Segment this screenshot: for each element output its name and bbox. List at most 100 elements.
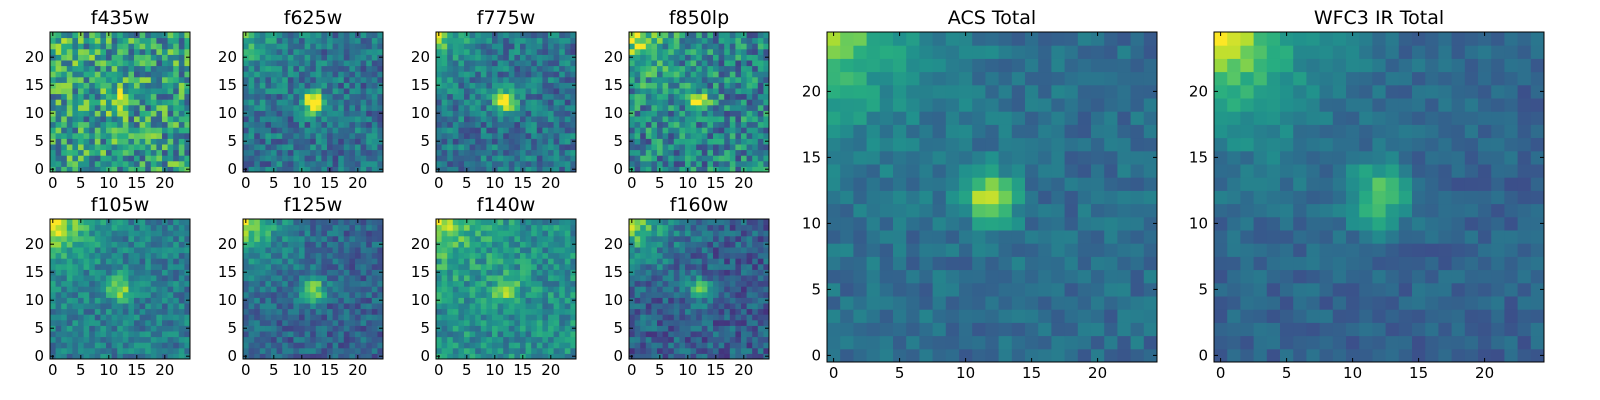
- heatmap-cell: [338, 241, 345, 248]
- heatmap-cell: [327, 149, 334, 156]
- heatmap-cell: [464, 71, 471, 78]
- heatmap-cell: [377, 275, 384, 282]
- heatmap-cell: [520, 54, 527, 61]
- heatmap-cell: [50, 235, 57, 242]
- heatmap-cell: [156, 60, 163, 67]
- heatmap-cell: [469, 160, 476, 167]
- heatmap-cell: [145, 230, 152, 237]
- heatmap-cell: [629, 127, 636, 134]
- heatmap-cell: [548, 65, 555, 72]
- heatmap-cell: [310, 110, 317, 117]
- heatmap-cell: [276, 65, 283, 72]
- heatmap-cell: [259, 308, 266, 315]
- heatmap-cell: [718, 297, 725, 304]
- heatmap-cell: [178, 258, 185, 265]
- heatmap-cell: [293, 76, 300, 83]
- heatmap-cell: [497, 76, 504, 83]
- heatmap-cell: [66, 347, 73, 354]
- heatmap-cell: [763, 93, 770, 100]
- heatmap-cell: [360, 93, 367, 100]
- heatmap-cell: [173, 331, 180, 338]
- heatmap-cell: [553, 347, 560, 354]
- heatmap-cell: [458, 331, 465, 338]
- heatmap-cell: [679, 325, 686, 332]
- heatmap-cell: [729, 353, 736, 360]
- heatmap-cell: [338, 65, 345, 72]
- heatmap-cell: [343, 54, 350, 61]
- heatmap-cell: [78, 71, 85, 78]
- heatmap-cell: [475, 342, 482, 349]
- heatmap-cell: [486, 155, 493, 162]
- heatmap-cell: [525, 319, 532, 326]
- heatmap-cell: [265, 219, 272, 226]
- heatmap-cell: [752, 297, 759, 304]
- heatmap-cell: [668, 121, 675, 128]
- heatmap-cell: [61, 132, 68, 139]
- heatmap-cell: [746, 297, 753, 304]
- heatmap-cell: [441, 252, 448, 259]
- heatmap-cell: [645, 116, 652, 123]
- heatmap-cell: [66, 219, 73, 226]
- heatmap-cell: [377, 263, 384, 270]
- heatmap-cell: [724, 291, 731, 298]
- heatmap-cell: [520, 132, 527, 139]
- heatmap-cell: [287, 99, 294, 106]
- heatmap-cell: [83, 166, 90, 173]
- heatmap-cell: [243, 132, 250, 139]
- heatmap-cell: [469, 331, 476, 338]
- heatmap-cell: [757, 116, 764, 123]
- heatmap-cell: [293, 331, 300, 338]
- heatmap-cell: [497, 48, 504, 55]
- heatmap-cell: [713, 144, 720, 151]
- heatmap-cell: [548, 144, 555, 151]
- heatmap-cell: [276, 325, 283, 332]
- heatmap-cell: [469, 258, 476, 265]
- heatmap-cell: [156, 314, 163, 321]
- heatmap-cell: [259, 269, 266, 276]
- heatmap-cell: [106, 116, 113, 123]
- heatmap-cell: [520, 336, 527, 343]
- heatmap-cell: [338, 308, 345, 315]
- heatmap-cell: [128, 331, 135, 338]
- heatmap-cell: [441, 166, 448, 173]
- heatmap-cell: [66, 155, 73, 162]
- heatmap-cell: [293, 43, 300, 50]
- heatmap-cell: [436, 88, 443, 95]
- heatmap-cell: [178, 37, 185, 44]
- heatmap-cell: [55, 336, 62, 343]
- heatmap-cell: [332, 149, 339, 156]
- heatmap-cell: [570, 149, 577, 156]
- heatmap-cell: [746, 308, 753, 315]
- heatmap-cell: [55, 88, 62, 95]
- heatmap-cell: [276, 219, 283, 226]
- heatmap-cell: [89, 160, 96, 167]
- heatmap-cell: [338, 99, 345, 106]
- heatmap-cell: [469, 71, 476, 78]
- heatmap-cell: [685, 48, 692, 55]
- heatmap-cell: [122, 43, 129, 50]
- heatmap-cell: [276, 82, 283, 89]
- heatmap-cell: [559, 291, 566, 298]
- heatmap-cell: [525, 325, 532, 332]
- heatmap-cell: [763, 60, 770, 67]
- heatmap-cell: [167, 155, 174, 162]
- heatmap-cell: [542, 155, 549, 162]
- heatmap-cell: [486, 308, 493, 315]
- heatmap-cell: [668, 160, 675, 167]
- heatmap-cell: [128, 43, 135, 50]
- heatmap-cell: [106, 48, 113, 55]
- heatmap-cell: [366, 347, 373, 354]
- heatmap-cell: [436, 144, 443, 151]
- heatmap-cell: [66, 331, 73, 338]
- heatmap-cell: [536, 144, 543, 151]
- heatmap-cell: [128, 319, 135, 326]
- heatmap-cell: [122, 331, 129, 338]
- heatmap-cell: [735, 99, 742, 106]
- heatmap-cell: [651, 48, 658, 55]
- heatmap-cell: [542, 258, 549, 265]
- heatmap-cell: [752, 121, 759, 128]
- heatmap-cell: [679, 297, 686, 304]
- heatmap-cell: [343, 336, 350, 343]
- heatmap-cell: [366, 48, 373, 55]
